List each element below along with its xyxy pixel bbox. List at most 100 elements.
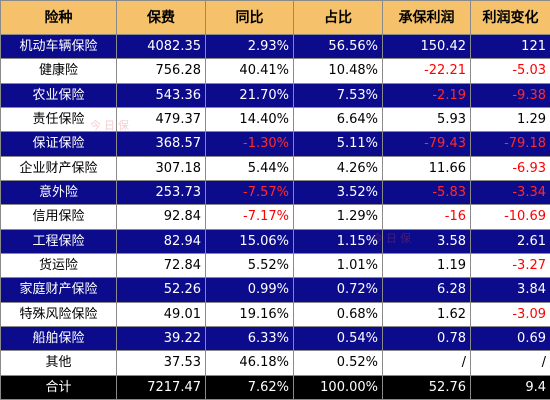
cell-profit: 11.66 — [382, 155, 471, 181]
cell-name: 家庭财产保险 — [0, 277, 117, 303]
cell-change: -3.09 — [470, 301, 550, 327]
table-row: 其他 37.53 46.18% 0.52% / / — [0, 350, 550, 376]
cell-yoy: -1.30% — [205, 131, 294, 157]
cell-share: 56.56% — [293, 33, 383, 60]
cell-share: 1.01% — [293, 252, 383, 279]
table-row: 保证保险 368.57 -1.30% 5.11% -79.43 -79.18 — [0, 131, 550, 157]
cell-profit: -22.21 — [382, 58, 471, 84]
cell-premium: 37.53 — [116, 350, 206, 376]
cell-name: 工程保险 — [0, 228, 117, 254]
cell-share: 0.54% — [293, 325, 383, 352]
total-row: 合计 7217.47 7.62% 100.00% 52.76 9.4 — [0, 374, 550, 400]
cell-change: -3.27 — [470, 252, 550, 279]
table-row: 健康险 756.28 40.41% 10.48% -22.21 -5.03 — [0, 58, 550, 84]
cell-change: -10.69 — [470, 204, 550, 230]
cell-change: 3.84 — [470, 277, 550, 303]
cell-change: -79.18 — [470, 131, 550, 157]
cell-profit: 6.28 — [382, 277, 471, 303]
header-profit-change: 利润变化 — [470, 0, 550, 35]
table-row: 货运险 72.84 5.52% 1.01% 1.19 -3.27 — [0, 252, 550, 279]
cell-change: 121 — [470, 33, 550, 60]
cell-yoy: 6.33% — [205, 325, 294, 352]
cell-premium: 82.94 — [116, 228, 206, 254]
table-row: 特殊风险保险 49.01 19.16% 0.68% 1.62 -3.09 — [0, 301, 550, 327]
cell-profit: -79.43 — [382, 131, 471, 157]
cell-yoy: 40.41% — [205, 58, 294, 84]
cell-name: 机动车辆保险 — [0, 33, 117, 60]
cell-premium: 4082.35 — [116, 33, 206, 60]
cell-yoy: 21.70% — [205, 82, 294, 108]
cell-premium: 368.57 — [116, 131, 206, 157]
cell-profit: -5.83 — [382, 179, 471, 206]
cell-premium: 92.84 — [116, 204, 206, 230]
cell-name: 船舶保险 — [0, 325, 117, 352]
table-row: 船舶保险 39.22 6.33% 0.54% 0.78 0.69 — [0, 325, 550, 352]
table-row: 工程保险 82.94 15.06% 1.15% 3.58 2.61 — [0, 228, 550, 254]
cell-profit: -2.19 — [382, 82, 471, 108]
total-change: 9.4 — [470, 374, 550, 400]
total-yoy: 7.62% — [205, 374, 294, 400]
cell-name: 信用保险 — [0, 204, 117, 230]
table-row: 企业财产保险 307.18 5.44% 4.26% 11.66 -6.93 — [0, 155, 550, 181]
cell-premium: 756.28 — [116, 58, 206, 84]
cell-yoy: 14.40% — [205, 106, 294, 133]
cell-change: -6.93 — [470, 155, 550, 181]
cell-change: -5.03 — [470, 58, 550, 84]
header-yoy: 同比 — [205, 0, 294, 35]
cell-yoy: 5.44% — [205, 155, 294, 181]
cell-yoy: 15.06% — [205, 228, 294, 254]
cell-share: 10.48% — [293, 58, 383, 84]
cell-profit: -16 — [382, 204, 471, 230]
cell-name: 健康险 — [0, 58, 117, 84]
table-row: 意外险 253.73 -7.57% 3.52% -5.83 -3.34 — [0, 179, 550, 206]
cell-share: 6.64% — [293, 106, 383, 133]
cell-yoy: 0.99% — [205, 277, 294, 303]
cell-yoy: 46.18% — [205, 350, 294, 376]
cell-profit: / — [382, 350, 471, 376]
cell-premium: 479.37 — [116, 106, 206, 133]
cell-yoy: 2.93% — [205, 33, 294, 60]
cell-yoy: 5.52% — [205, 252, 294, 279]
cell-share: 1.29% — [293, 204, 383, 230]
header-share: 占比 — [293, 0, 383, 35]
cell-name: 责任保险 — [0, 106, 117, 133]
cell-change: 2.61 — [470, 228, 550, 254]
cell-premium: 72.84 — [116, 252, 206, 279]
cell-premium: 52.26 — [116, 277, 206, 303]
cell-change: 0.69 — [470, 325, 550, 352]
cell-profit: 3.58 — [382, 228, 471, 254]
table-row: 农业保险 543.36 21.70% 7.53% -2.19 -9.38 — [0, 82, 550, 108]
total-profit: 52.76 — [382, 374, 471, 400]
cell-change: -3.34 — [470, 179, 550, 206]
table-row: 家庭财产保险 52.26 0.99% 0.72% 6.28 3.84 — [0, 277, 550, 303]
total-name: 合计 — [0, 374, 117, 400]
cell-change: 1.29 — [470, 106, 550, 133]
cell-premium: 543.36 — [116, 82, 206, 108]
cell-yoy: -7.57% — [205, 179, 294, 206]
total-share: 100.00% — [293, 374, 383, 400]
cell-name: 特殊风险保险 — [0, 301, 117, 327]
cell-name: 企业财产保险 — [0, 155, 117, 181]
cell-profit: 1.19 — [382, 252, 471, 279]
cell-name: 其他 — [0, 350, 117, 376]
cell-share: 1.15% — [293, 228, 383, 254]
cell-profit: 5.93 — [382, 106, 471, 133]
table-row: 信用保险 92.84 -7.17% 1.29% -16 -10.69 — [0, 204, 550, 230]
header-row: 险种 保费 同比 占比 承保利润 利润变化 — [0, 0, 550, 35]
cell-change: -9.38 — [470, 82, 550, 108]
cell-yoy: 19.16% — [205, 301, 294, 327]
total-premium: 7217.47 — [116, 374, 206, 400]
cell-change: / — [470, 350, 550, 376]
cell-profit: 150.42 — [382, 33, 471, 60]
cell-share: 7.53% — [293, 82, 383, 108]
cell-name: 货运险 — [0, 252, 117, 279]
cell-share: 0.68% — [293, 301, 383, 327]
cell-share: 5.11% — [293, 131, 383, 157]
cell-share: 0.52% — [293, 350, 383, 376]
cell-premium: 39.22 — [116, 325, 206, 352]
cell-premium: 253.73 — [116, 179, 206, 206]
cell-name: 农业保险 — [0, 82, 117, 108]
cell-share: 4.26% — [293, 155, 383, 181]
table-row: 机动车辆保险 4082.35 2.93% 56.56% 150.42 121 — [0, 33, 550, 60]
